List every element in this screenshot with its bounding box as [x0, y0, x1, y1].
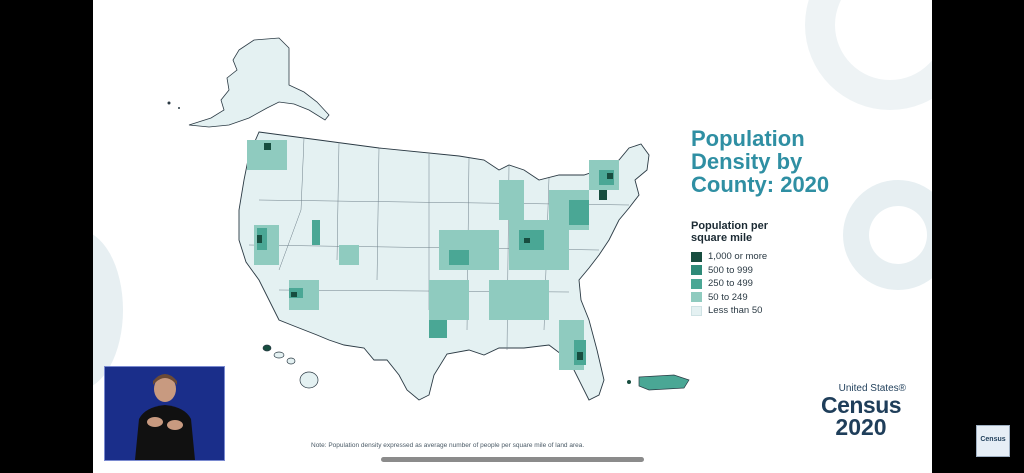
- density-patches-high: [257, 170, 614, 365]
- legend-swatch: [691, 251, 702, 262]
- footnote: Note: Population density expressed as av…: [311, 442, 585, 449]
- legend-swatch: [691, 265, 702, 276]
- interpreter-figure: [105, 367, 224, 460]
- legend-label: 250 to 499: [708, 278, 753, 290]
- legend-label: 50 to 249: [708, 291, 748, 303]
- density-patches-highest: [257, 143, 613, 360]
- legend-label: 1,000 or more: [708, 251, 768, 263]
- legend-label: Less than 50: [708, 305, 763, 317]
- title-line-3: County: 2020: [691, 172, 830, 197]
- legend-label: 500 to 999: [708, 264, 753, 276]
- legend-item: 1,000 or more: [691, 250, 851, 264]
- presentation-slide: Population Density by County: 2020 Popul…: [93, 0, 932, 473]
- logo-united-states: United States®: [838, 383, 906, 394]
- interpreter-video-inset: [104, 366, 225, 461]
- hawaii-shape: [262, 344, 319, 389]
- map-title: Population Density by County: 2020: [691, 127, 911, 196]
- logo-year: 2020: [835, 414, 887, 440]
- legend-item: 50 to 249: [691, 291, 851, 305]
- census-2020-logo: United States® Census 2020: [806, 383, 916, 440]
- mini-logo-text: Census: [980, 436, 1006, 443]
- legend-title: Population per square mile: [691, 220, 851, 244]
- title-line-2: Density by: [691, 149, 803, 174]
- legend-title-line-1: Population per: [691, 220, 768, 232]
- census-mini-logo[interactable]: Census: [976, 425, 1010, 457]
- decorative-ring-right-inner: [869, 206, 927, 264]
- alaska-island: [167, 101, 171, 105]
- logo-census: Census: [820, 392, 902, 418]
- legend-item: Less than 50: [691, 304, 851, 318]
- alaska-shape: [188, 37, 330, 128]
- alaska-island: [178, 107, 180, 109]
- puerto-rico-island: [627, 380, 631, 384]
- home-indicator-bar[interactable]: [381, 457, 644, 462]
- legend-title-line-2: square mile: [691, 232, 753, 244]
- us-county-density-map: [167, 37, 690, 401]
- puerto-rico-shape: [638, 374, 690, 391]
- legend-swatch: [691, 292, 702, 303]
- legend-item: 250 to 499: [691, 277, 851, 291]
- legend-swatch: [691, 305, 702, 316]
- legend-swatch: [691, 278, 702, 289]
- legend: Population per square mile 1,000 or more…: [691, 220, 851, 318]
- title-line-1: Population: [691, 126, 805, 151]
- legend-item: 500 to 999: [691, 264, 851, 278]
